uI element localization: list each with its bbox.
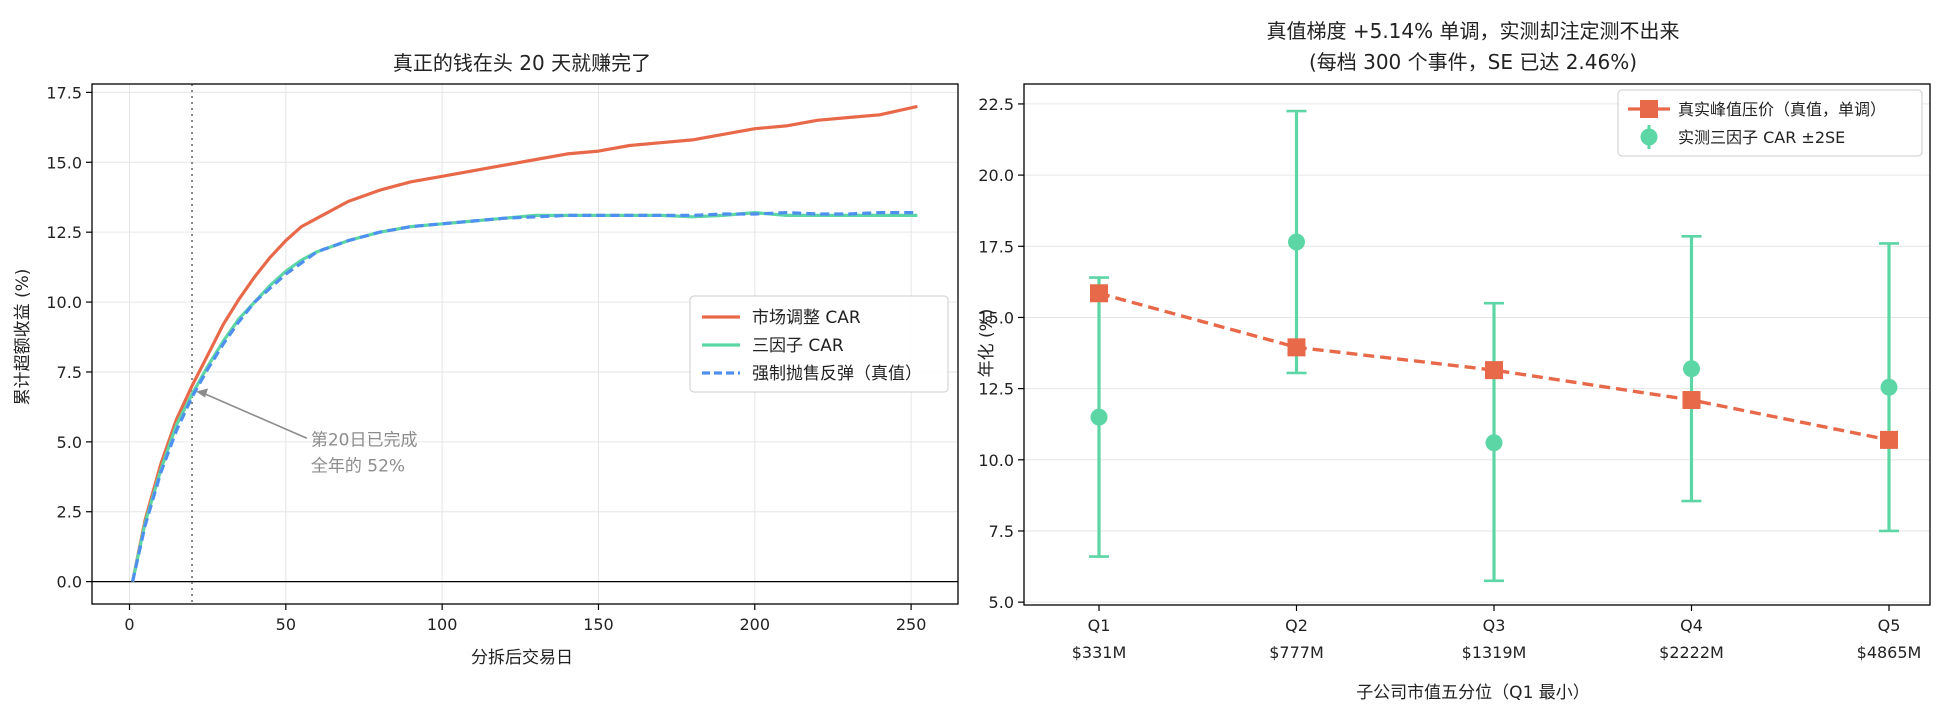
series-line-3 bbox=[131, 211, 918, 582]
y-tick-label: 2.5 bbox=[57, 503, 82, 522]
measured-point bbox=[1485, 434, 1503, 452]
legend-swatch bbox=[1640, 128, 1658, 146]
y-tick-label: 20.0 bbox=[978, 166, 1014, 185]
left-plot-area: 0 50 100 150 200 250 0.0 2.5 5.0 7.5 10.0 12.5 15.0 1… bbox=[46, 83, 959, 634]
x-tick-sublabel: $4865M bbox=[1857, 643, 1922, 662]
left-legend-box bbox=[689, 295, 949, 393]
x-tick-label: Q1 bbox=[1088, 616, 1111, 635]
right-axes-frame bbox=[1023, 83, 1931, 606]
series-line-1 bbox=[131, 104, 918, 582]
x-tick-sublabel: $1319M bbox=[1462, 643, 1527, 662]
truth-marker bbox=[1287, 338, 1306, 357]
legend-label: 三因子 CAR bbox=[752, 336, 844, 356]
right-plot-area: Q1 $331M Q2 $777M Q3 $1319M Q4 $2222M Q5 $4865M 5.… bbox=[978, 83, 1931, 662]
right-y-axis-label: 年化 (%) bbox=[977, 309, 997, 378]
x-tick-sublabel: $777M bbox=[1269, 643, 1324, 662]
legend-label: 市场调整 CAR bbox=[752, 308, 861, 328]
x-tick-label: 0 bbox=[124, 615, 134, 634]
y-tick-label: 12.5 bbox=[46, 223, 82, 242]
measured-point bbox=[1090, 408, 1108, 426]
legend-swatch bbox=[1640, 100, 1658, 118]
right-legend-box bbox=[1617, 89, 1923, 157]
left-x-axis-label: 分拆后交易日 bbox=[471, 648, 573, 668]
y-tick-label: 0.0 bbox=[57, 573, 82, 592]
x-tick-label: Q2 bbox=[1285, 616, 1308, 635]
y-tick-label: 5.0 bbox=[989, 593, 1014, 612]
x-tick-label: Q5 bbox=[1878, 616, 1901, 635]
x-tick-label: Q4 bbox=[1680, 616, 1703, 635]
x-tick-label: 250 bbox=[896, 615, 927, 634]
truth-marker bbox=[1682, 391, 1701, 410]
x-tick-label: 150 bbox=[583, 615, 614, 634]
right-chart-subtitle: (每档 300 个事件，SE 已达 2.46%) bbox=[1309, 50, 1637, 74]
y-tick-label: 17.5 bbox=[978, 237, 1014, 256]
x-tick-sublabel: $2222M bbox=[1659, 643, 1724, 662]
x-tick-sublabel: $331M bbox=[1072, 643, 1127, 662]
left-y-axis-label: 累计超额收益 (%) bbox=[13, 269, 33, 406]
y-tick-label: 22.5 bbox=[978, 95, 1014, 114]
y-tick-label: 17.5 bbox=[46, 83, 82, 102]
y-tick-label: 15.0 bbox=[46, 153, 82, 172]
y-tick-label: 15.0 bbox=[978, 308, 1014, 327]
measured-point bbox=[1288, 233, 1305, 251]
annotation-arrow-head bbox=[196, 388, 209, 398]
annotation-text: 全年的 52% bbox=[311, 456, 405, 476]
left-chart-title: 真正的钱在头 20 天就赚完了 bbox=[393, 51, 651, 75]
left-axes-frame bbox=[91, 83, 959, 605]
legend-label: 真实峰值压价（真值，单调） bbox=[1678, 100, 1886, 119]
x-tick-label: 50 bbox=[276, 615, 296, 634]
series-line-2 bbox=[131, 211, 918, 582]
x-tick-label: 200 bbox=[740, 615, 771, 634]
truth-marker bbox=[1090, 284, 1108, 303]
legend-label: 强制抛售反弹（真值） bbox=[752, 364, 922, 384]
right-x-axis-label: 子公司市值五分位（Q1 最小） bbox=[1356, 683, 1590, 703]
legend-label: 实测三因子 CAR ±2SE bbox=[1678, 128, 1845, 147]
annotation-arrow-line bbox=[203, 392, 308, 439]
annotation-text: 第20日已完成 bbox=[311, 430, 418, 450]
truth-marker bbox=[1880, 430, 1898, 449]
y-tick-label: 12.5 bbox=[978, 380, 1014, 399]
measured-point bbox=[1683, 360, 1700, 378]
y-tick-label: 10.0 bbox=[46, 293, 82, 312]
y-tick-label: 7.5 bbox=[989, 522, 1014, 541]
truth-marker bbox=[1485, 361, 1503, 380]
x-tick-label: Q3 bbox=[1483, 616, 1506, 635]
measured-point bbox=[1880, 378, 1898, 396]
y-tick-label: 7.5 bbox=[57, 363, 82, 382]
truth-line bbox=[1098, 291, 1890, 442]
y-tick-label: 10.0 bbox=[978, 451, 1014, 470]
y-tick-label: 5.0 bbox=[57, 433, 82, 452]
right-chart-title: 真值梯度 +5.14% 单调，实测却注定测不出来 bbox=[1266, 19, 1679, 43]
x-tick-label: 100 bbox=[427, 615, 458, 634]
